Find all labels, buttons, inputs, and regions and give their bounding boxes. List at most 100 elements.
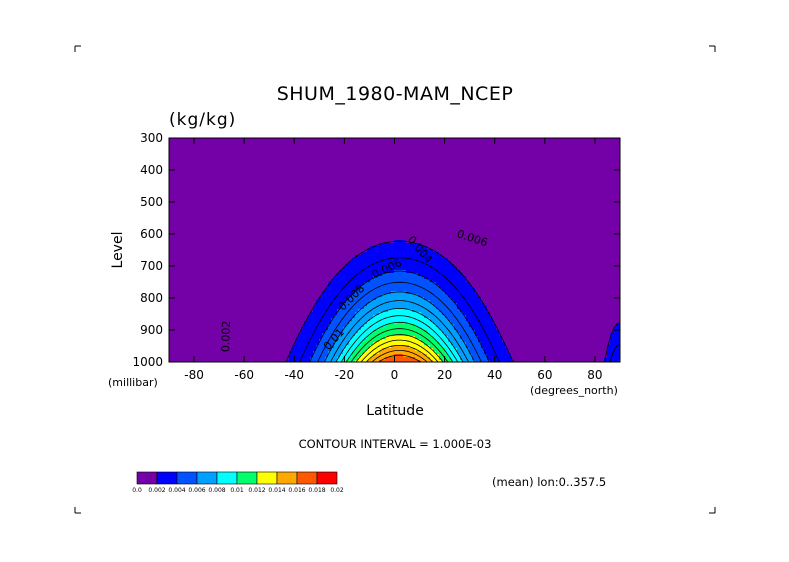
field-cell [406, 174, 410, 178]
field-cell [598, 177, 602, 181]
field-cell [268, 147, 272, 151]
field-cell [244, 141, 248, 145]
field-cell [328, 165, 332, 169]
field-cell [556, 222, 560, 226]
field-cell [202, 225, 206, 229]
field-cell [523, 207, 527, 211]
field-cell [466, 150, 470, 154]
field-cell [595, 204, 599, 208]
field-cell [199, 216, 203, 220]
field-cell [334, 153, 338, 157]
field-cell [517, 207, 521, 211]
field-cell [418, 201, 422, 205]
field-cell [556, 159, 560, 163]
field-cell [325, 144, 329, 148]
field-cell [256, 168, 260, 172]
field-cell [589, 216, 593, 220]
field-cell [613, 222, 617, 226]
field-cell [580, 153, 584, 157]
field-cell [424, 144, 428, 148]
field-cell [325, 156, 329, 160]
field-cell [433, 174, 437, 178]
field-cell [304, 213, 308, 217]
field-cell [319, 234, 323, 238]
field-cell [253, 177, 257, 181]
field-cell [262, 198, 266, 202]
field-cell [286, 159, 290, 163]
field-cell [328, 168, 332, 172]
field-cell [226, 207, 230, 211]
field-cell [271, 153, 275, 157]
field-cell [592, 210, 596, 214]
field-cell [550, 213, 554, 217]
field-cell [328, 144, 332, 148]
field-cell [172, 186, 176, 190]
field-cell [457, 222, 461, 226]
field-cell [214, 144, 218, 148]
field-cell [430, 198, 434, 202]
field-cell [373, 168, 377, 172]
field-cell [262, 144, 266, 148]
field-cell [580, 210, 584, 214]
field-cell [595, 168, 599, 172]
field-cell [424, 165, 428, 169]
field-cell [514, 141, 518, 145]
field-cell [208, 159, 212, 163]
field-cell [259, 228, 263, 232]
field-cell [412, 180, 416, 184]
field-cell [367, 156, 371, 160]
field-cell [427, 219, 431, 223]
field-cell [196, 147, 200, 151]
field-cell [601, 216, 605, 220]
field-cell [322, 162, 326, 166]
field-cell [532, 159, 536, 163]
field-cell [451, 183, 455, 187]
field-cell [502, 228, 506, 232]
field-cell [193, 234, 197, 238]
field-cell [571, 156, 575, 160]
field-cell [172, 231, 176, 235]
field-cell [475, 228, 479, 232]
field-cell [607, 168, 611, 172]
field-cell [274, 180, 278, 184]
field-cell [355, 141, 359, 145]
field-cell [520, 195, 524, 199]
field-cell [403, 171, 407, 175]
field-cell [598, 222, 602, 226]
field-cell [283, 174, 287, 178]
field-cell [409, 183, 413, 187]
field-cell [460, 189, 464, 193]
field-cell [181, 204, 185, 208]
field-cell [313, 216, 317, 220]
field-cell [313, 150, 317, 154]
field-cell [202, 234, 206, 238]
field-cell [589, 153, 593, 157]
field-cell [217, 153, 221, 157]
field-cell [418, 198, 422, 202]
field-cell [343, 153, 347, 157]
field-cell [535, 216, 539, 220]
field-cell [544, 177, 548, 181]
field-cell [445, 219, 449, 223]
field-cell [313, 222, 317, 226]
field-cell [577, 231, 581, 235]
field-cell [427, 213, 431, 217]
field-cell [589, 189, 593, 193]
field-cell [463, 144, 467, 148]
field-cell [484, 156, 488, 160]
field-cell [457, 234, 461, 238]
field-cell [274, 171, 278, 175]
field-cell [316, 138, 320, 142]
field-cell [559, 153, 563, 157]
field-cell [271, 183, 275, 187]
field-cell [400, 186, 404, 190]
field-cell [565, 144, 569, 148]
field-cell [493, 171, 497, 175]
field-cell [556, 165, 560, 169]
field-cell [541, 189, 545, 193]
field-cell [397, 222, 401, 226]
field-cell [397, 153, 401, 157]
field-cell [286, 189, 290, 193]
field-cell [379, 192, 383, 196]
field-cell [313, 177, 317, 181]
